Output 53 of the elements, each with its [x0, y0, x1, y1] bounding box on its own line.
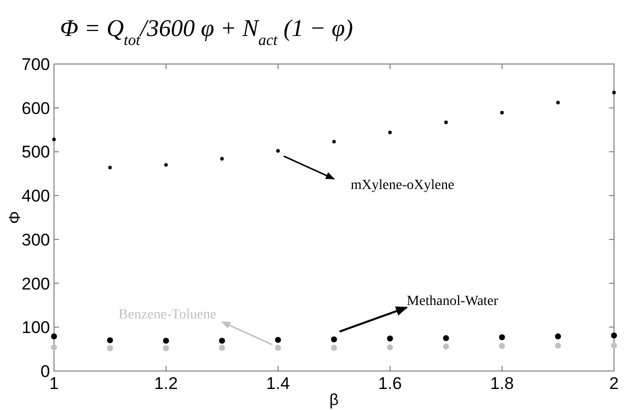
series-label: Benzene-Toluene: [118, 307, 216, 322]
y-tick-label: 400: [22, 186, 50, 206]
point: [611, 332, 617, 338]
x-axis-title: β: [329, 392, 339, 409]
point: [444, 120, 448, 124]
chart-title: Φ = Q$_{tot}$/3600 φ + N$_{act}$ (1 − φ): [60, 16, 353, 48]
y-tick-label: 200: [22, 274, 50, 294]
x-tick-label: 1.6: [378, 374, 402, 393]
point: [499, 334, 505, 340]
y-tick-label: 300: [22, 230, 50, 250]
y-tick-label: 600: [22, 98, 50, 118]
point: [387, 344, 393, 350]
point: [275, 344, 281, 351]
y-tick-label: 700: [22, 55, 50, 74]
point: [388, 130, 392, 134]
text: mXylene-oXylene: [350, 178, 454, 193]
point: [163, 338, 169, 344]
point: [331, 336, 337, 342]
x-tick-label: 1.8: [490, 374, 514, 393]
y-tick-label: 0: [40, 362, 50, 381]
point: [163, 345, 169, 352]
point: [219, 344, 225, 351]
point: [555, 333, 561, 340]
y-axis-title: Φ: [7, 211, 24, 224]
point: [332, 140, 336, 144]
point: [276, 149, 280, 153]
point: [331, 344, 337, 351]
x-tick-label: 1.2: [154, 374, 178, 393]
point: [611, 342, 617, 349]
point: [51, 333, 57, 340]
point: [443, 335, 449, 342]
series-label: Methanol-Water: [406, 294, 499, 310]
point: [107, 337, 113, 344]
point: [51, 344, 57, 350]
point: [500, 110, 504, 114]
point: [164, 163, 168, 167]
point: [555, 342, 561, 349]
point: [556, 100, 560, 104]
point: [107, 345, 113, 352]
point: [612, 90, 616, 94]
point: [108, 166, 112, 170]
y-tick-label: 500: [22, 142, 50, 162]
point: [275, 336, 281, 343]
x-tick-label: 2: [609, 374, 619, 393]
point: [499, 343, 505, 349]
y-tick-label: 100: [22, 318, 50, 338]
x-tick-label: 1: [49, 374, 59, 393]
point: [220, 156, 224, 161]
point: [52, 138, 56, 142]
point: [219, 338, 225, 344]
x-tick-label: 1.4: [266, 374, 290, 393]
point: [443, 343, 449, 350]
point: [387, 336, 393, 342]
